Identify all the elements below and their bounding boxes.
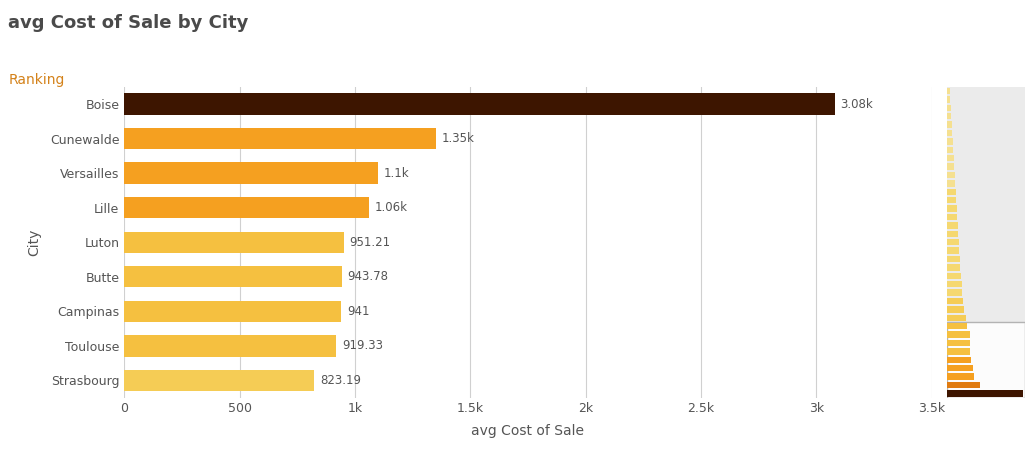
Bar: [947, 356, 971, 363]
Bar: [947, 289, 963, 296]
Bar: [947, 113, 951, 119]
Text: 943.78: 943.78: [348, 270, 389, 283]
Bar: [947, 331, 970, 338]
Text: 1.1k: 1.1k: [384, 167, 409, 180]
Y-axis label: City: City: [28, 228, 41, 256]
Bar: [947, 373, 974, 380]
Bar: [947, 390, 1024, 397]
Bar: [947, 365, 973, 372]
Bar: [947, 323, 968, 329]
Bar: [947, 197, 956, 203]
Bar: [947, 340, 970, 346]
Bar: [947, 155, 953, 161]
Bar: [947, 105, 951, 111]
Bar: [947, 323, 1025, 398]
Bar: [947, 122, 952, 128]
Text: 823.19: 823.19: [320, 374, 361, 387]
Text: 1.06k: 1.06k: [375, 201, 408, 214]
Bar: [947, 138, 952, 144]
Bar: [947, 88, 950, 94]
Bar: [124, 93, 834, 115]
Bar: [947, 373, 974, 380]
Bar: [947, 214, 957, 220]
Bar: [947, 340, 970, 346]
Bar: [947, 365, 973, 372]
Bar: [947, 356, 971, 363]
Text: Ranking: Ranking: [8, 73, 64, 87]
Text: avg Cost of Sale by City: avg Cost of Sale by City: [8, 14, 248, 32]
Bar: [947, 247, 959, 254]
Bar: [947, 189, 955, 195]
Bar: [947, 206, 956, 212]
Bar: [947, 281, 962, 287]
Bar: [947, 331, 970, 338]
Bar: [947, 390, 1024, 397]
Bar: [124, 197, 368, 218]
Bar: [947, 323, 968, 329]
Text: 3.08k: 3.08k: [840, 98, 874, 111]
Bar: [947, 315, 966, 321]
Bar: [947, 130, 952, 136]
Bar: [124, 266, 342, 287]
Bar: [947, 147, 953, 153]
Bar: [947, 180, 955, 186]
Bar: [947, 164, 954, 170]
Bar: [947, 382, 980, 388]
Bar: [947, 96, 950, 102]
Bar: [947, 382, 980, 388]
Bar: [947, 264, 960, 271]
Bar: [947, 172, 954, 178]
Bar: [947, 256, 959, 262]
Text: 941: 941: [347, 305, 369, 318]
Bar: [124, 128, 436, 149]
Bar: [947, 231, 958, 237]
Text: 1.35k: 1.35k: [441, 132, 474, 145]
Bar: [124, 301, 342, 322]
Bar: [947, 298, 964, 304]
Bar: [124, 335, 336, 356]
Bar: [124, 162, 378, 184]
Bar: [947, 222, 957, 228]
Bar: [947, 306, 965, 313]
Bar: [124, 370, 314, 391]
Bar: [947, 239, 958, 245]
Bar: [947, 348, 971, 355]
X-axis label: avg Cost of Sale: avg Cost of Sale: [471, 424, 585, 438]
Text: 919.33: 919.33: [342, 339, 383, 352]
Bar: [947, 348, 971, 355]
Text: 951.21: 951.21: [350, 236, 390, 249]
Bar: [124, 232, 344, 253]
Bar: [947, 273, 960, 279]
